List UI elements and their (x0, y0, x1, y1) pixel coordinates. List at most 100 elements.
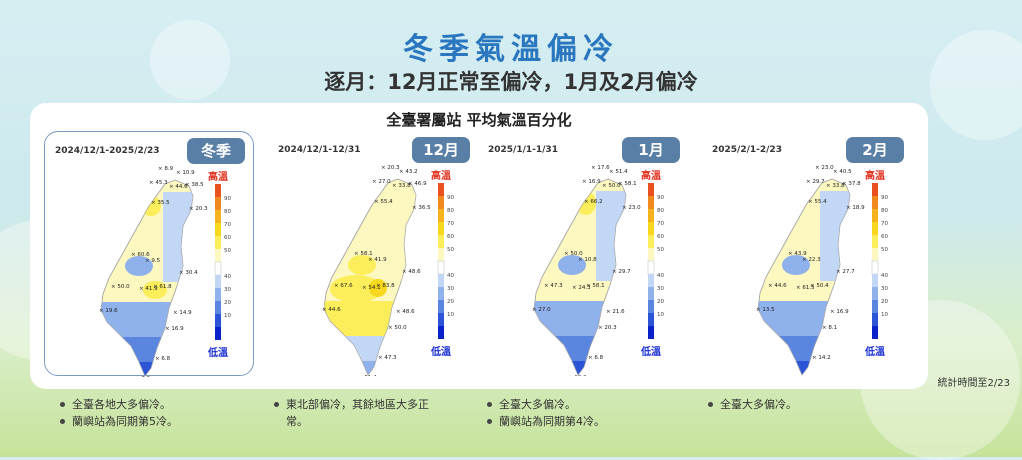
station-value: × 83.8 (376, 283, 395, 289)
scale-swatch (872, 326, 878, 339)
station-value: × 51.4 (609, 169, 628, 175)
scale-swatch (648, 300, 654, 313)
taiwan-border (323, 178, 417, 376)
map-date-range: 2025/1/1-1/31 (488, 145, 558, 155)
scale-tick: 40 (224, 274, 231, 280)
scale-swatch (438, 183, 444, 196)
scale-swatch (438, 209, 444, 222)
anomaly-zone (330, 275, 382, 303)
scale-tick: 80 (224, 209, 231, 215)
station-value: × 35.5 (151, 200, 170, 206)
scale-tick: 50 (447, 247, 454, 253)
station-value: × 45.3 (149, 180, 168, 186)
scale-high-label: 高溫 (865, 171, 885, 182)
scale-tick: 40 (447, 273, 454, 279)
color-scale: 90 80 70 60 50 40 30 20 10 (437, 183, 454, 339)
map-date-range: 2024/12/1-2025/2/23 (55, 146, 160, 156)
scale-swatch (215, 301, 221, 314)
scale-high-label: 高溫 (431, 171, 451, 182)
scale-swatch (648, 209, 654, 222)
color-scale: 90 80 70 60 50 40 30 20 10 (647, 183, 664, 339)
scale-swatch (648, 287, 654, 300)
station-value: × 10.9 (176, 170, 195, 176)
scale-swatch (871, 260, 879, 275)
scale-swatch (872, 313, 878, 326)
station-value: × 23.0 (622, 205, 641, 211)
taiwan-temperature-map: × 8.9× 10.9 × 45.3× 44.6× 38.5 × 35.5 × 20.… (99, 166, 231, 377)
station-value: × 46.9 (408, 181, 427, 187)
scale-swatch (438, 222, 444, 235)
scale-swatch (215, 210, 221, 223)
scale-tick: 30 (224, 287, 231, 293)
station-value: × 14.9 (173, 310, 192, 316)
scale-swatch (872, 183, 878, 196)
scale-tick: 30 (447, 286, 454, 292)
station-value: × 17.6 (591, 165, 610, 171)
scale-swatch (648, 196, 654, 209)
station-value: × 20.3 (189, 206, 208, 212)
station-value: × 44.6 (768, 283, 787, 289)
scale-swatch (437, 260, 445, 275)
color-scale: 90 80 70 60 50 40 30 20 10 (214, 184, 231, 340)
station-value: × 23.0 (815, 165, 834, 171)
scale-swatch (215, 288, 221, 301)
station-value: × 27.0 (372, 179, 391, 185)
anomaly-zone (348, 255, 376, 275)
station-value: × 43.9 (788, 251, 807, 257)
scale-tick: 90 (447, 195, 454, 201)
station-value: × 24.3 (572, 285, 591, 291)
station-value: × 60.6 (131, 252, 150, 258)
scale-swatch (648, 235, 654, 248)
anomaly-zone (141, 196, 161, 216)
scale-tick: 10 (447, 312, 454, 318)
station-value: × 66.2 (584, 199, 603, 205)
station-value: × 9.5 (145, 258, 161, 264)
station-value: × 58.1 (354, 251, 373, 257)
scale-swatch (647, 260, 655, 275)
station-value: × 36.5 (412, 205, 431, 211)
scale-swatch (214, 261, 222, 276)
scale-swatch (648, 248, 654, 261)
map-notes: 全臺大多偏冷。 (706, 396, 906, 413)
map-card-3: 2025/1/1-1/31 1月 × 17.6 × 51.4 × 16.9 × 50.0 ×… (478, 131, 688, 376)
maps-panel: 全臺署屬站 平均氣溫百分化 2024/12/1-2025/2/23 冬季 × 8.9… (30, 103, 928, 389)
scale-low-label: 低溫 (208, 348, 228, 359)
scale-swatch (215, 223, 221, 236)
map-notes: 全臺大多偏冷。 蘭嶼站為同期第4冷。 (485, 396, 685, 430)
scale-swatch (648, 326, 654, 339)
note-item: 東北部偏冷，其餘地區大多正常。 (272, 396, 447, 430)
scale-tick: 80 (657, 208, 664, 214)
scale-swatch (648, 183, 654, 196)
period-badge: 12月 (412, 137, 470, 163)
map-date-range: 2025/2/1-2/23 (712, 145, 782, 155)
note-item: 蘭嶼站為同期第5冷。 (58, 413, 258, 430)
anomaly-zone (369, 279, 387, 297)
taiwan-temperature-map: × 23.0× 40.5 × 29.7× 33.8× 37.8 × 55.4 × 18… (756, 165, 888, 376)
anomaly-zone (336, 336, 416, 375)
station-value: × 51.4 (358, 375, 377, 376)
scale-swatch (648, 274, 654, 287)
taiwan-temperature-map: × 17.6× 51.4× 16.9× 50.0× 58.1× 66.2× 23… (532, 165, 664, 376)
anomaly-zone (113, 337, 193, 376)
scale-swatch (215, 314, 221, 327)
scale-tick: 50 (881, 247, 888, 253)
station-value: × 41.9 (139, 286, 158, 292)
scale-tick: 70 (224, 222, 231, 228)
station-value: × 55.4 (374, 199, 393, 205)
scale-tick: 60 (881, 234, 888, 240)
anomaly-zone (351, 361, 411, 375)
station-value: × 48.6 (396, 309, 415, 315)
scale-tick: 10 (224, 313, 231, 319)
station-value: × 27.7 (836, 269, 855, 275)
scale-swatch (648, 222, 654, 235)
scale-low-label: 低溫 (641, 347, 661, 358)
period-badge: 1月 (622, 137, 680, 163)
note-item: 蘭嶼站為同期第4冷。 (485, 413, 685, 430)
scale-tick: 90 (224, 196, 231, 202)
station-value: × 38.5 (185, 182, 204, 188)
scale-tick: 20 (657, 299, 664, 305)
station-value: × 50.4 (810, 283, 829, 289)
page-title: 冬季氣溫偏冷 (403, 32, 619, 67)
taiwan-border (100, 179, 194, 377)
station-value: × 33.8 (392, 183, 411, 189)
